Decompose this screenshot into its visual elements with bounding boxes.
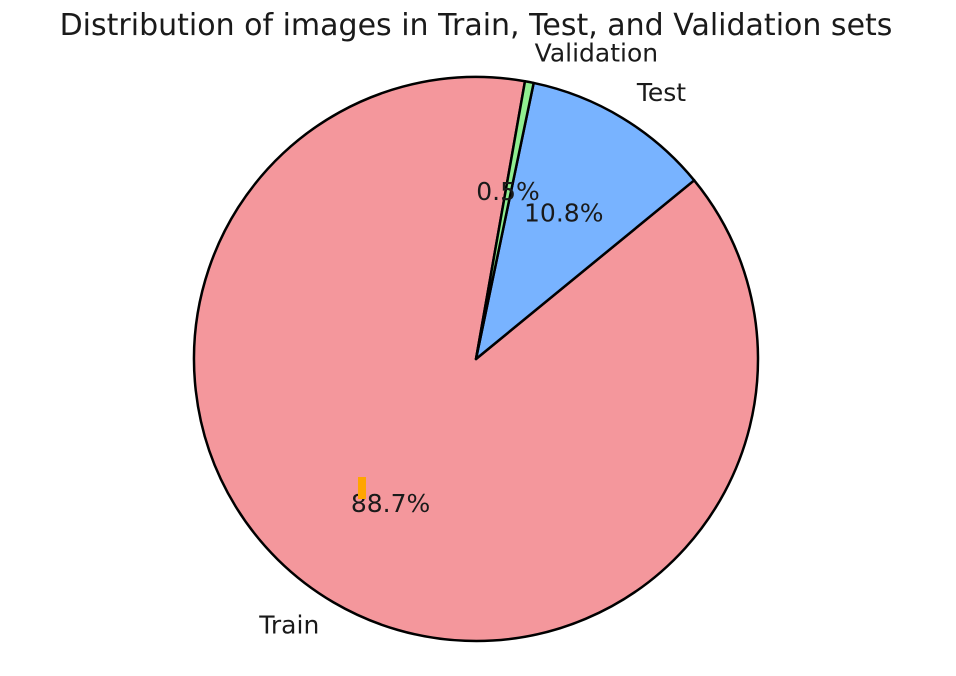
slice-label-train: Train — [258, 611, 319, 640]
slice-label-validation: Validation — [535, 38, 658, 67]
pie-slices — [192, 75, 760, 643]
chart-title: Distribution of images in Train, Test, a… — [60, 8, 893, 43]
slice-label-test: Test — [636, 78, 686, 107]
orange-marker — [358, 477, 366, 499]
pie-slice-test — [474, 81, 696, 361]
pie-slice-validation — [474, 80, 535, 361]
pct-label-validation: 0.5% — [476, 177, 540, 206]
pct-label-test: 10.8% — [524, 198, 603, 227]
